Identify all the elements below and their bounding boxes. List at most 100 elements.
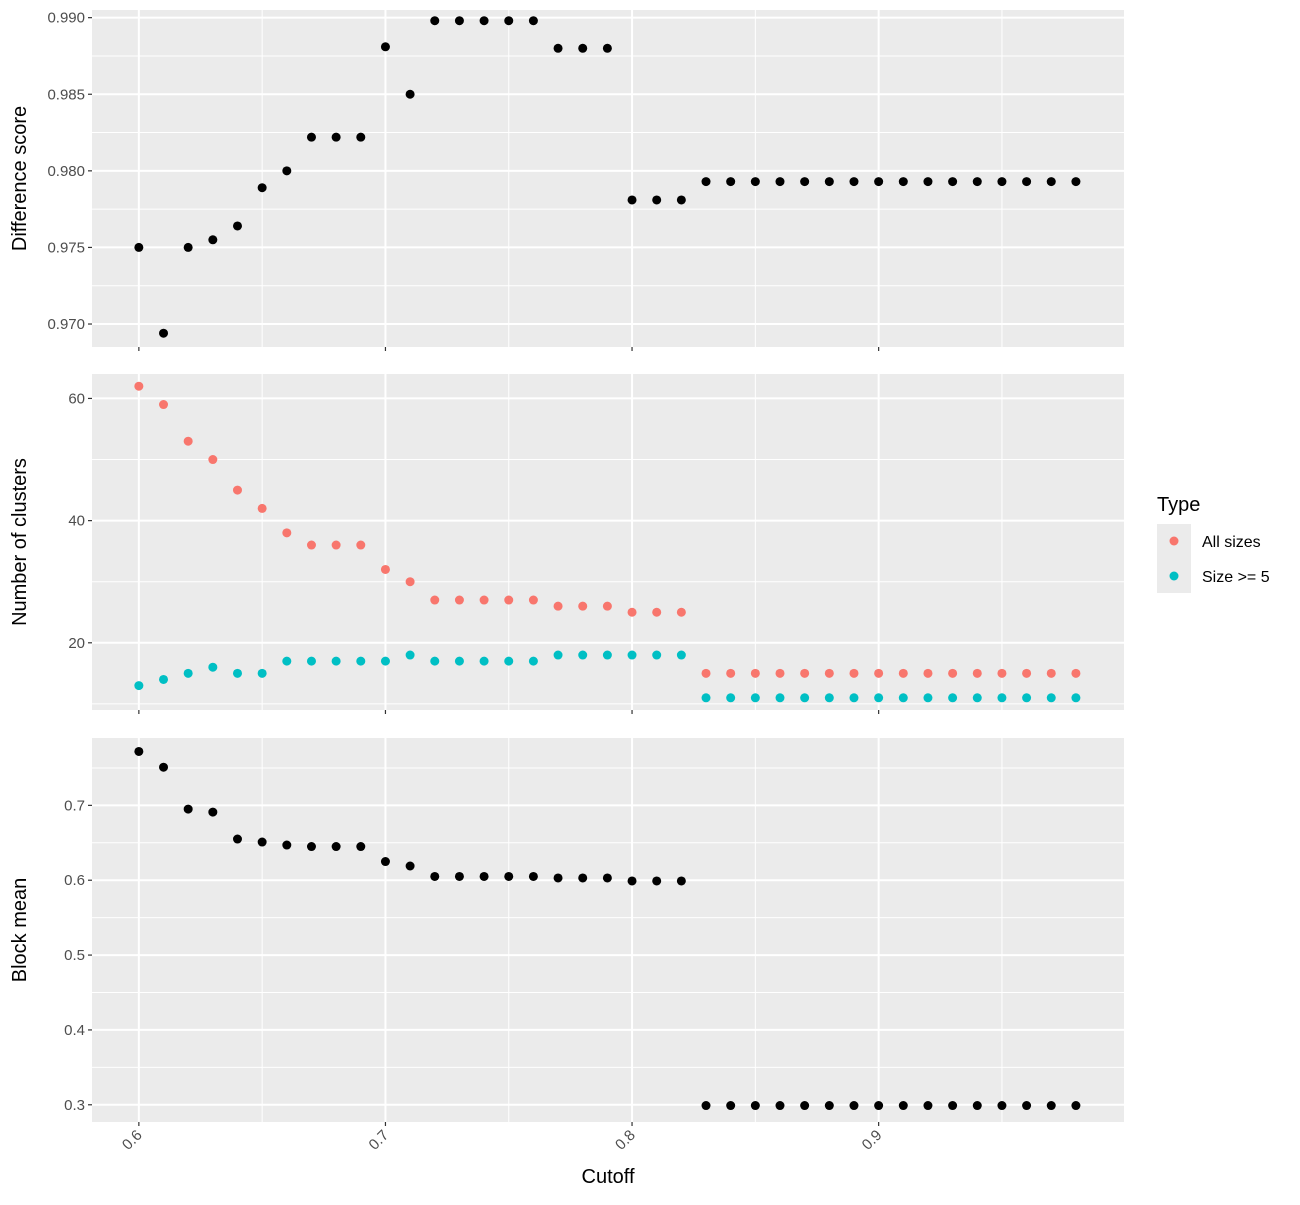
data-point (380, 42, 390, 52)
data-point (553, 650, 563, 660)
data-point (874, 1101, 884, 1111)
data-point (602, 601, 612, 611)
data-point (528, 595, 538, 605)
data-point (775, 1101, 785, 1111)
data-point (578, 873, 588, 883)
data-point (602, 650, 612, 660)
data-point (701, 693, 711, 703)
data-point (504, 16, 514, 26)
data-point (208, 455, 218, 465)
data-point (800, 693, 810, 703)
y-tick-label: 0.7 (64, 797, 85, 814)
data-point (232, 221, 242, 231)
legend-title: Type (1157, 494, 1200, 516)
data-point (775, 693, 785, 703)
data-point (874, 693, 884, 703)
data-point (1046, 1101, 1056, 1111)
data-point (676, 876, 686, 886)
y-tick-label: 0.4 (64, 1022, 85, 1039)
data-point (775, 668, 785, 678)
data-point (257, 668, 267, 678)
y-axis-title-block-mean: Block mean (9, 878, 31, 983)
data-point (824, 177, 834, 187)
legend-key-all-sizes (1169, 536, 1179, 546)
data-point (479, 595, 489, 605)
data-point (997, 693, 1007, 703)
x-tick-label: 0.7 (366, 1127, 393, 1154)
data-point (331, 132, 341, 142)
data-point (726, 668, 736, 678)
data-point (380, 564, 390, 574)
data-point (1046, 693, 1056, 703)
data-point (923, 693, 933, 703)
y-tick-label: 60 (68, 390, 85, 407)
data-point (183, 436, 193, 446)
series-all-sizes (134, 381, 1081, 678)
data-point (553, 873, 563, 883)
data-point (726, 1101, 736, 1111)
data-point (676, 195, 686, 205)
data-point (948, 693, 958, 703)
data-point (405, 89, 415, 99)
legend-label-size-5: Size >= 5 (1202, 569, 1270, 586)
data-point (627, 607, 637, 617)
panel-difference-score: 0.970 0.975 0.980 0.985 0.990 Difference scor… (9, 10, 1124, 351)
data-point (676, 607, 686, 617)
data-point (159, 328, 169, 338)
data-point (159, 762, 169, 772)
data-point (849, 693, 859, 703)
data-point (676, 650, 686, 660)
y-tick-label: 20 (68, 635, 85, 652)
y-tick-label: 0.5 (64, 947, 85, 964)
data-point (578, 650, 588, 660)
x-axis-title: Cutoff (582, 1166, 635, 1188)
data-point (159, 674, 169, 684)
data-point (602, 873, 612, 883)
data-point (208, 807, 218, 817)
y-tick-label: 0.990 (47, 10, 85, 27)
data-point (1046, 177, 1056, 187)
panel-background (92, 738, 1124, 1122)
data-point (331, 540, 341, 550)
data-point (282, 840, 292, 850)
data-point (1022, 668, 1032, 678)
data-point (504, 656, 514, 666)
data-point (652, 607, 662, 617)
data-point (479, 871, 489, 881)
data-point (405, 650, 415, 660)
y-axis-title-difference-score: Difference score (9, 106, 31, 251)
data-point (1071, 693, 1081, 703)
y-tick-label: 0.975 (47, 239, 85, 256)
data-point (479, 16, 489, 26)
data-point (528, 871, 538, 881)
data-point (997, 1101, 1007, 1111)
data-point (356, 842, 366, 852)
data-point (306, 540, 316, 550)
data-point (750, 668, 760, 678)
data-point (898, 693, 908, 703)
data-point (282, 656, 292, 666)
data-point (454, 871, 464, 881)
y-tick-label: 0.985 (47, 86, 85, 103)
data-point (1022, 1101, 1032, 1111)
data-point (627, 650, 637, 660)
data-point (578, 601, 588, 611)
data-point (134, 242, 144, 252)
data-point (232, 485, 242, 495)
series-series-0 (134, 746, 1081, 1111)
data-point (454, 595, 464, 605)
legend: Type All sizes Size >= 5 (1157, 494, 1270, 593)
panel-background (92, 10, 1124, 347)
data-point (578, 43, 588, 53)
data-point (627, 195, 637, 205)
data-point (1071, 1101, 1081, 1111)
series-size-5 (134, 650, 1081, 703)
data-point (553, 601, 563, 611)
data-point (652, 650, 662, 660)
data-point (232, 668, 242, 678)
data-point (257, 183, 267, 193)
data-point (331, 842, 341, 852)
data-point (750, 693, 760, 703)
data-point (405, 861, 415, 871)
